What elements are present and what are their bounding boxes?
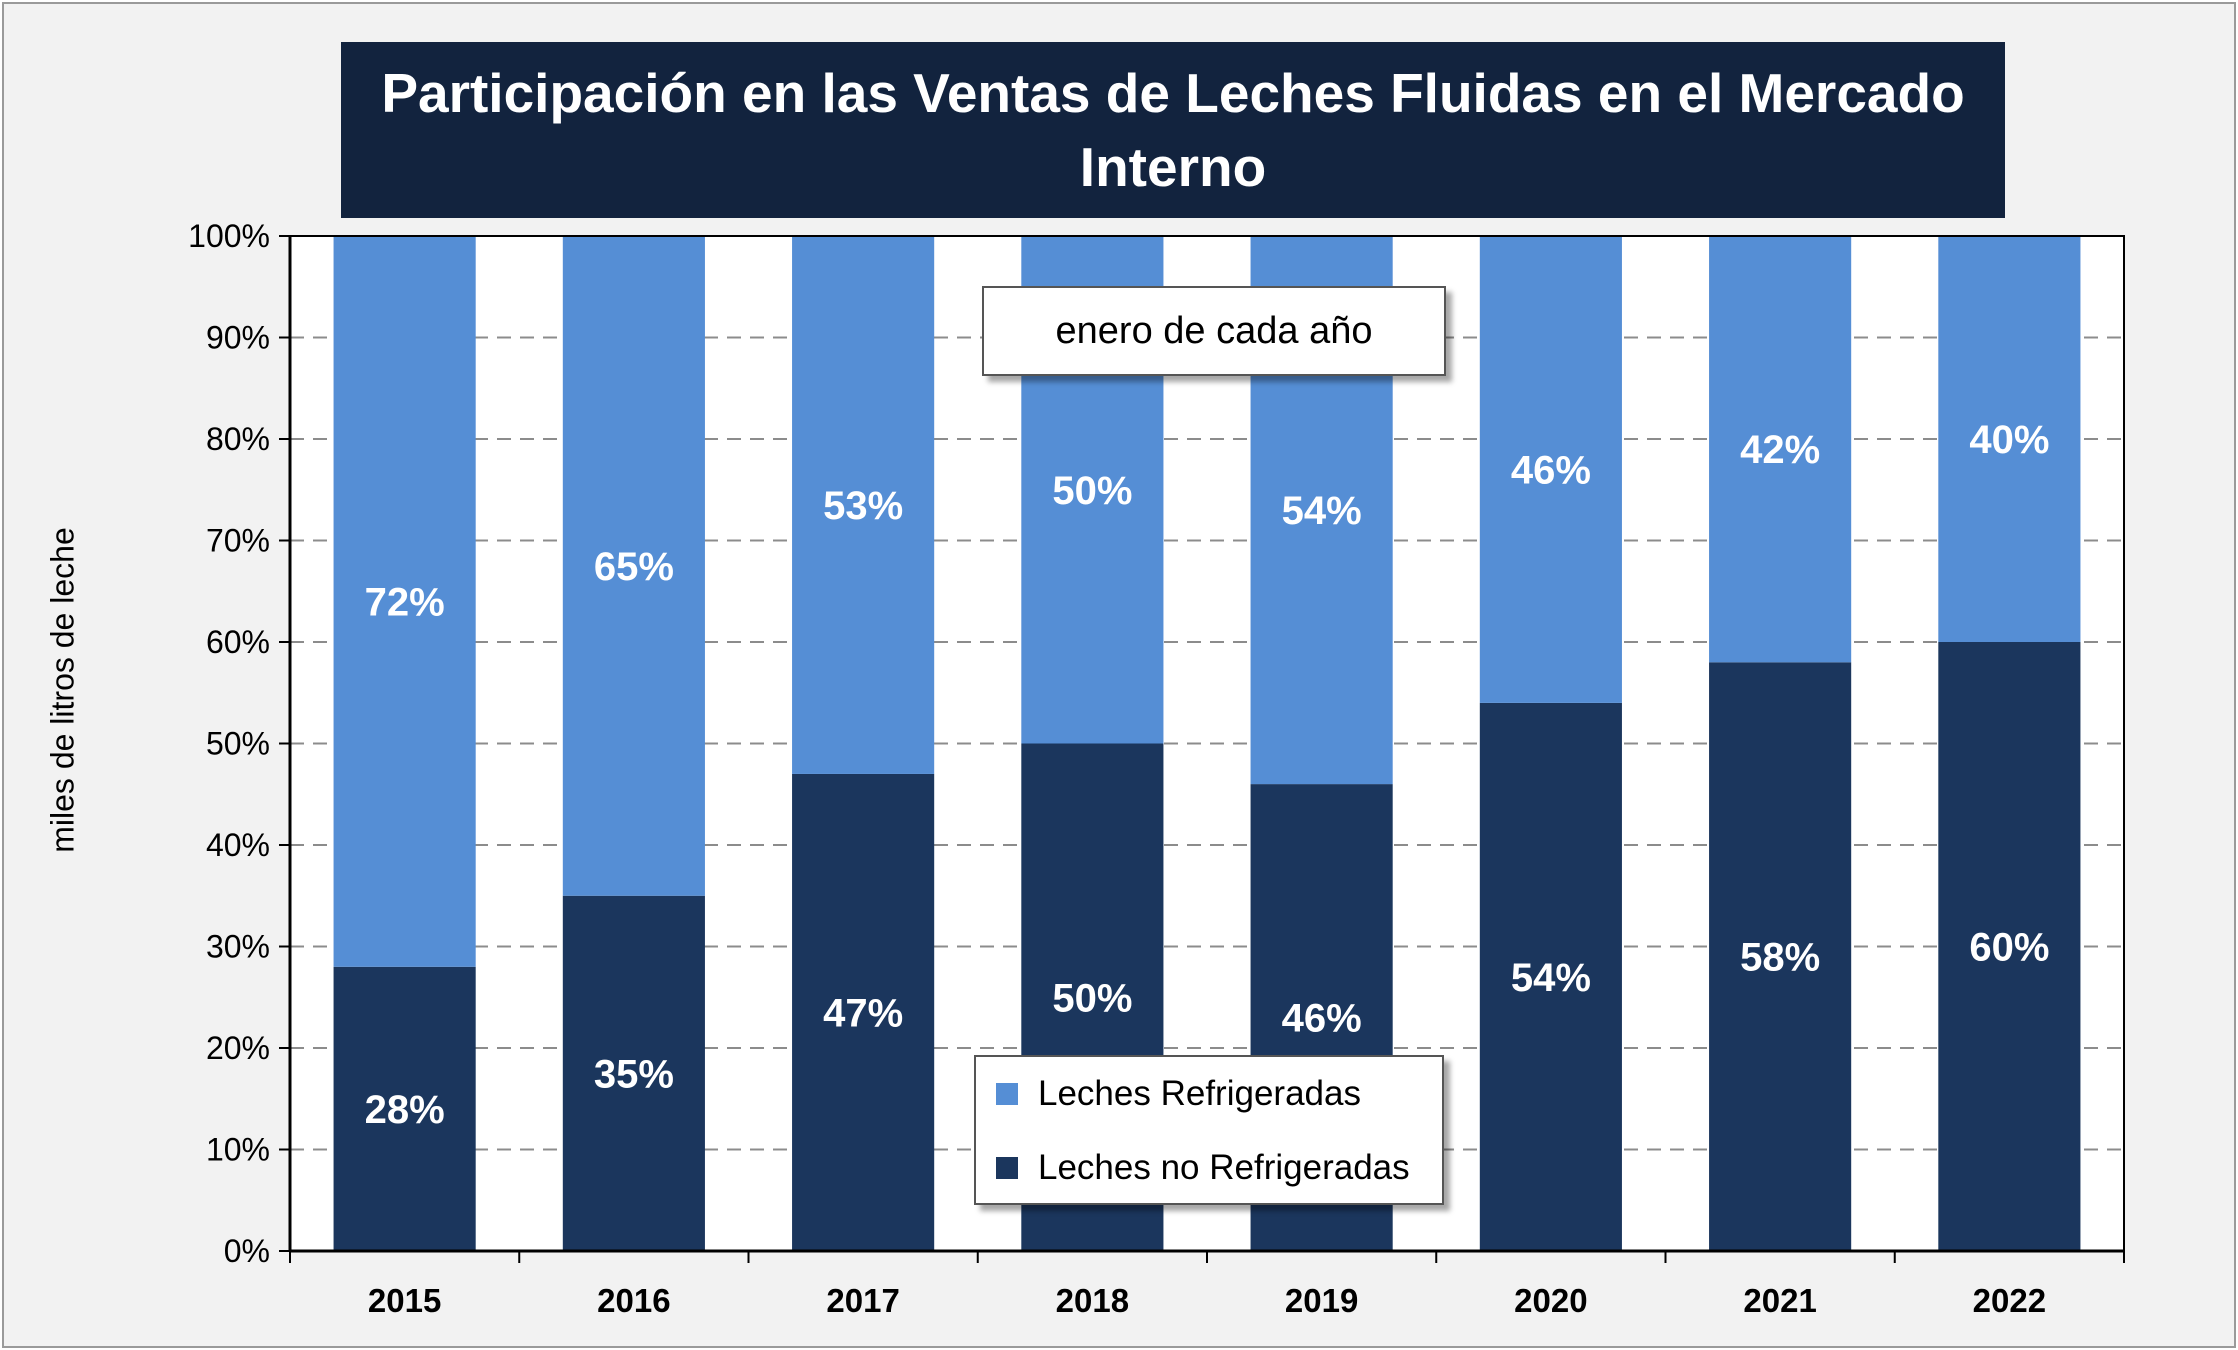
y-tick-label: 90% [206, 320, 270, 356]
y-tick-label: 80% [206, 421, 270, 457]
data-label-refrigeradas: 50% [1052, 469, 1132, 513]
y-tick-label: 60% [206, 624, 270, 660]
y-tick-label: 10% [206, 1132, 270, 1168]
annotation-box: enero de cada año [982, 286, 1446, 376]
bar-no-refrigeradas [1709, 662, 1852, 1251]
x-tick-label: 2020 [1514, 1282, 1587, 1319]
chart-title-box: Participación en las Ventas de Leches Fl… [341, 42, 2005, 218]
bar-refrigeradas [792, 236, 935, 774]
bar-refrigeradas [1709, 236, 1852, 663]
data-label-refrigeradas: 42% [1740, 428, 1820, 472]
y-tick-label: 50% [206, 726, 270, 762]
data-label-refrigeradas: 65% [594, 545, 674, 589]
legend-label-no-refrigeradas: Leches no Refrigeradas [1038, 1148, 1410, 1187]
legend-swatch-no-refrigeradas [996, 1157, 1018, 1179]
x-tick-label: 2017 [826, 1282, 899, 1319]
y-tick-label: 30% [206, 929, 270, 965]
y-tick-label: 40% [206, 827, 270, 863]
data-label-no-refrigeradas: 58% [1740, 936, 1820, 980]
annotation-text: enero de cada año [1055, 309, 1373, 352]
y-tick-label: 70% [206, 523, 270, 559]
bar-refrigeradas [1938, 236, 2081, 642]
bar-refrigeradas [333, 236, 476, 967]
data-label-no-refrigeradas: 47% [823, 991, 903, 1035]
y-tick-label: 100% [188, 218, 270, 254]
bar-no-refrigeradas [333, 966, 476, 1251]
x-tick-label: 2022 [1973, 1282, 2046, 1319]
x-tick-label: 2021 [1743, 1282, 1816, 1319]
data-label-refrigeradas: 54% [1282, 489, 1362, 533]
bar-refrigeradas [1479, 236, 1622, 703]
bar-no-refrigeradas [562, 895, 705, 1251]
bar-no-refrigeradas [1938, 642, 2081, 1251]
x-tick-label: 2016 [597, 1282, 670, 1319]
legend-item-refrigeradas: Leches Refrigeradas [996, 1074, 1361, 1114]
legend-item-no-refrigeradas: Leches no Refrigeradas [996, 1148, 1410, 1188]
data-label-refrigeradas: 72% [365, 580, 445, 624]
data-label-no-refrigeradas: 50% [1052, 976, 1132, 1020]
legend-label-refrigeradas: Leches Refrigeradas [1038, 1074, 1361, 1113]
data-label-no-refrigeradas: 46% [1282, 997, 1362, 1041]
bar-no-refrigeradas [792, 773, 935, 1251]
data-label-refrigeradas: 53% [823, 484, 903, 528]
data-label-no-refrigeradas: 60% [1969, 926, 2049, 970]
chart-title: Participación en las Ventas de Leches Fl… [381, 62, 1965, 198]
bar-no-refrigeradas [1479, 702, 1622, 1251]
data-label-refrigeradas: 46% [1511, 448, 1591, 492]
x-tick-label: 2018 [1056, 1282, 1129, 1319]
data-label-no-refrigeradas: 35% [594, 1052, 674, 1096]
data-label-no-refrigeradas: 28% [365, 1088, 445, 1132]
x-tick-label: 2019 [1285, 1282, 1358, 1319]
legend-swatch-refrigeradas [996, 1083, 1018, 1105]
x-tick-label: 2015 [368, 1282, 441, 1319]
bar-refrigeradas [562, 236, 705, 896]
y-tick-label: 20% [206, 1030, 270, 1066]
data-label-refrigeradas: 40% [1969, 418, 2049, 462]
data-label-no-refrigeradas: 54% [1511, 956, 1591, 1000]
y-tick-label: 0% [224, 1233, 270, 1269]
legend: Leches Refrigeradas Leches no Refrigerad… [974, 1055, 1444, 1205]
